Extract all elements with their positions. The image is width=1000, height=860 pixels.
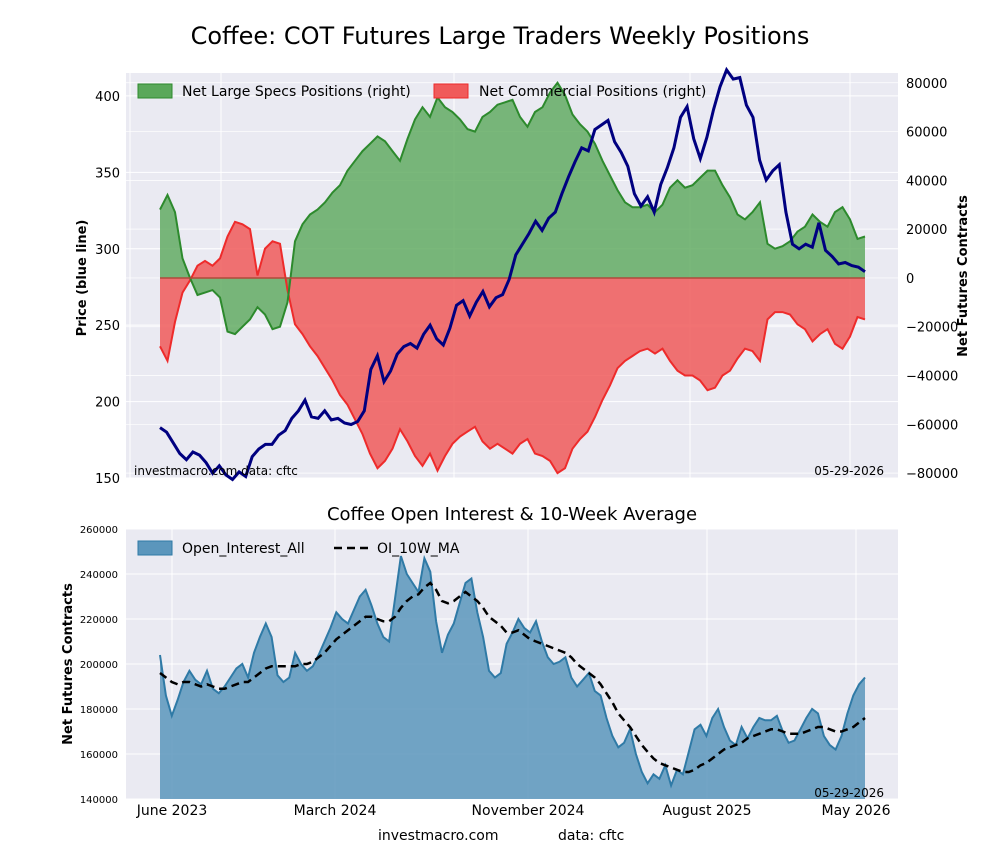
right-axis-tick-label: 80000 (906, 77, 947, 92)
x-tick-label: November 2024 (472, 803, 585, 819)
left-axis-tick-label: 250 (95, 319, 120, 334)
left-axis-tick-label: 400 (95, 90, 120, 105)
left-axis-title: Price (blue line) (75, 220, 90, 337)
bottom-y-tick-label: 180000 (80, 705, 118, 716)
bottom-y-tick-label: 240000 (80, 570, 118, 581)
open-interest-area (160, 556, 865, 799)
right-axis-tick-label: −60000 (906, 418, 958, 433)
bottom-y-tick-label: 220000 (80, 615, 118, 626)
ma-10w-line (159, 581, 866, 774)
left-axis-tick-label: 300 (95, 243, 120, 258)
right-axis-tick-label: −40000 (906, 370, 958, 385)
bottom-y-tick-label: 140000 (80, 795, 118, 806)
page-title: Coffee: COT Futures Large Traders Weekly… (190, 22, 810, 50)
large-specs-area (160, 82, 865, 335)
legend-swatch-large-specs (137, 83, 173, 99)
left-axis-tick-label: 200 (95, 396, 120, 411)
footer-source: investmacro.com (378, 828, 499, 844)
legend-label-open-interest: Open_Interest_All (182, 541, 305, 557)
bottom-y-tick-label: 200000 (80, 660, 118, 671)
bottom-date-note: 05-29-2026 (814, 786, 884, 800)
top-date-note: 05-29-2026 (814, 464, 884, 478)
x-tick-label: August 2025 (662, 803, 751, 819)
commercial-area (160, 221, 865, 474)
legend-label-large-specs: Net Large Specs Positions (right) (182, 84, 411, 100)
large-specs-line (159, 81, 866, 336)
legend-swatch-commercial (433, 83, 469, 99)
x-tick-label: March 2024 (294, 803, 377, 819)
legend-swatch-open-interest (137, 540, 173, 556)
right-axis-tick-label: 0 (906, 272, 914, 287)
right-axis-tick-label: 60000 (906, 126, 947, 141)
right-axis-tick-label: −20000 (906, 321, 958, 336)
x-tick-label: May 2026 (821, 803, 890, 819)
commercial-line (159, 220, 866, 475)
footer-data-note: data: cftc (558, 828, 625, 844)
right-axis-tick-label: −80000 (906, 467, 958, 482)
legend-label-ma: OI_10W_MA (377, 541, 460, 557)
bottom-y-tick-label: 160000 (80, 750, 118, 761)
top-source-note: investmacro.com data: cftc (134, 464, 298, 478)
right-axis-title: Net Futures Contracts (956, 195, 971, 357)
x-tick-label: June 2023 (136, 803, 208, 819)
legend-label-commercial: Net Commercial Positions (right) (479, 84, 706, 100)
bottom-y-axis-title: Net Futures Contracts (61, 583, 76, 745)
bottom-y-tick-label: 260000 (80, 525, 118, 536)
right-axis-tick-label: 20000 (906, 223, 947, 238)
price-line (159, 66, 866, 482)
left-axis-tick-label: 150 (95, 472, 120, 487)
bottom-chart-title: Coffee Open Interest & 10-Week Average (327, 504, 697, 525)
right-axis-tick-label: 40000 (906, 174, 947, 189)
left-axis-tick-label: 350 (95, 166, 120, 181)
